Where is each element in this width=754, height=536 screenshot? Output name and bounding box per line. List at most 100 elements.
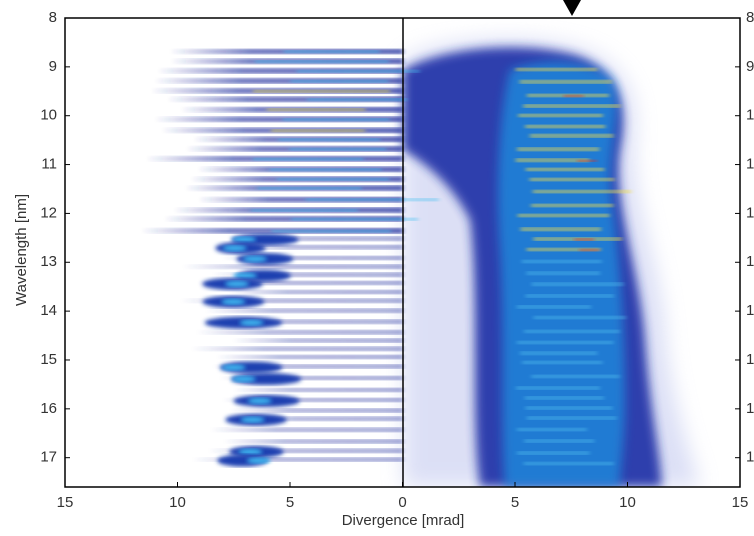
x-tick-label: 10 xyxy=(169,494,186,511)
marker-arrow xyxy=(563,0,581,16)
meas-stripe xyxy=(516,451,590,455)
sim-core xyxy=(290,79,389,83)
sim-stripe xyxy=(157,68,403,74)
meas-stripe xyxy=(525,294,614,298)
sim-stripe xyxy=(222,397,403,402)
meas-stripe xyxy=(532,190,632,194)
sim-stripe xyxy=(180,298,403,303)
meas-stripe xyxy=(520,227,602,231)
sim-core xyxy=(266,108,366,112)
sim-core xyxy=(253,89,390,93)
meas-stripe xyxy=(523,329,620,333)
x-axis-label: Divergence [mrad] xyxy=(342,512,465,529)
sim-blob xyxy=(236,269,291,282)
y-tick-label-right: 15 xyxy=(746,351,754,368)
x-tick-label: 5 xyxy=(286,494,294,511)
meas-stripe xyxy=(515,158,590,162)
meas-stripe xyxy=(523,462,614,466)
x-tick-label: 10 xyxy=(619,494,636,511)
y-tick-label: 17 xyxy=(40,449,57,466)
sim-blob xyxy=(231,373,302,386)
meas-stripe xyxy=(516,386,600,390)
meas-stripe xyxy=(525,167,605,171)
y-axis-label: Wavelength [nm] xyxy=(13,194,30,306)
sim-blob-core xyxy=(232,236,257,243)
spectrum-image xyxy=(140,38,700,487)
meas-stripe xyxy=(524,396,604,400)
sim-blob-core xyxy=(224,280,249,287)
meas-stripe xyxy=(521,260,602,264)
x-tick-label: 15 xyxy=(57,494,74,511)
sim-core xyxy=(252,157,364,161)
sim-core xyxy=(282,118,390,121)
sim-stripe xyxy=(223,439,403,444)
sim-blob-core xyxy=(222,245,247,252)
meas-stripe xyxy=(518,113,603,117)
y-tick-label: 10 xyxy=(40,107,57,124)
sim-stripe xyxy=(216,354,403,359)
sim-blob-core xyxy=(246,457,271,464)
sim-core xyxy=(305,198,439,202)
sim-blob-core xyxy=(240,416,265,423)
sim-blob-core xyxy=(231,376,256,383)
y-tick-label-right: 17 xyxy=(746,449,754,466)
sim-stripe xyxy=(233,387,403,392)
meas-stripe xyxy=(517,213,610,217)
meas-stripe xyxy=(525,124,606,128)
meas-stripe xyxy=(526,247,601,251)
sim-blob-core xyxy=(238,448,263,455)
sim-core xyxy=(296,69,420,73)
y-tick-label-right: 10 xyxy=(746,107,754,124)
sim-stripe xyxy=(192,457,403,462)
meas-stripe xyxy=(516,428,587,432)
meas-stripe xyxy=(523,104,621,108)
sim-blob-core xyxy=(232,272,257,279)
meas-stripe xyxy=(515,68,598,71)
y-tick-label: 12 xyxy=(40,204,57,221)
sim-stripe xyxy=(163,216,403,222)
meas-hot xyxy=(577,159,598,162)
sim-stripe xyxy=(212,364,403,369)
sim-blob xyxy=(217,454,268,467)
sim-blob-core xyxy=(221,364,246,371)
sim-stripe xyxy=(198,197,403,203)
y-tick-label-right: 16 xyxy=(746,400,754,417)
y-tick-label: 9 xyxy=(49,58,57,75)
y-tick-label-right: 8 xyxy=(746,9,754,26)
x-tick-label: 5 xyxy=(511,494,519,511)
meas-hot xyxy=(579,248,600,251)
sim-stripe xyxy=(166,96,403,102)
meas-stripe xyxy=(522,360,603,364)
sim-stripe xyxy=(191,346,403,351)
meas-stripe xyxy=(516,305,591,309)
meas-stripe xyxy=(519,80,612,84)
sim-stripe xyxy=(227,245,403,250)
sim-stripe xyxy=(207,319,403,324)
sim-core xyxy=(307,98,407,101)
sim-stripe xyxy=(196,280,403,285)
sim-blob-core xyxy=(239,319,264,326)
sim-core xyxy=(278,138,381,141)
y-tick-label: 8 xyxy=(49,9,57,26)
meas-stripe xyxy=(517,147,600,151)
meas-stripe xyxy=(526,416,617,420)
sim-stripe xyxy=(229,408,403,413)
sim-blob-core xyxy=(247,397,272,404)
sim-stripe xyxy=(238,416,403,421)
sim-blob xyxy=(219,361,283,374)
sim-core xyxy=(289,147,386,151)
sim-blob-core xyxy=(221,298,246,305)
sim-core xyxy=(271,229,391,233)
sim-core xyxy=(257,187,362,190)
y-tick-label: 13 xyxy=(40,253,57,270)
sim-core xyxy=(271,129,365,132)
sim-stripe xyxy=(221,255,403,260)
meas-stripe xyxy=(529,134,614,138)
meas-stripe xyxy=(531,203,614,207)
meas-hot xyxy=(574,238,595,241)
sim-core xyxy=(251,209,358,212)
sim-stripe xyxy=(208,448,403,453)
meas-hot xyxy=(563,94,584,97)
sim-stripe xyxy=(239,236,403,241)
y-tick-label: 16 xyxy=(40,400,57,417)
